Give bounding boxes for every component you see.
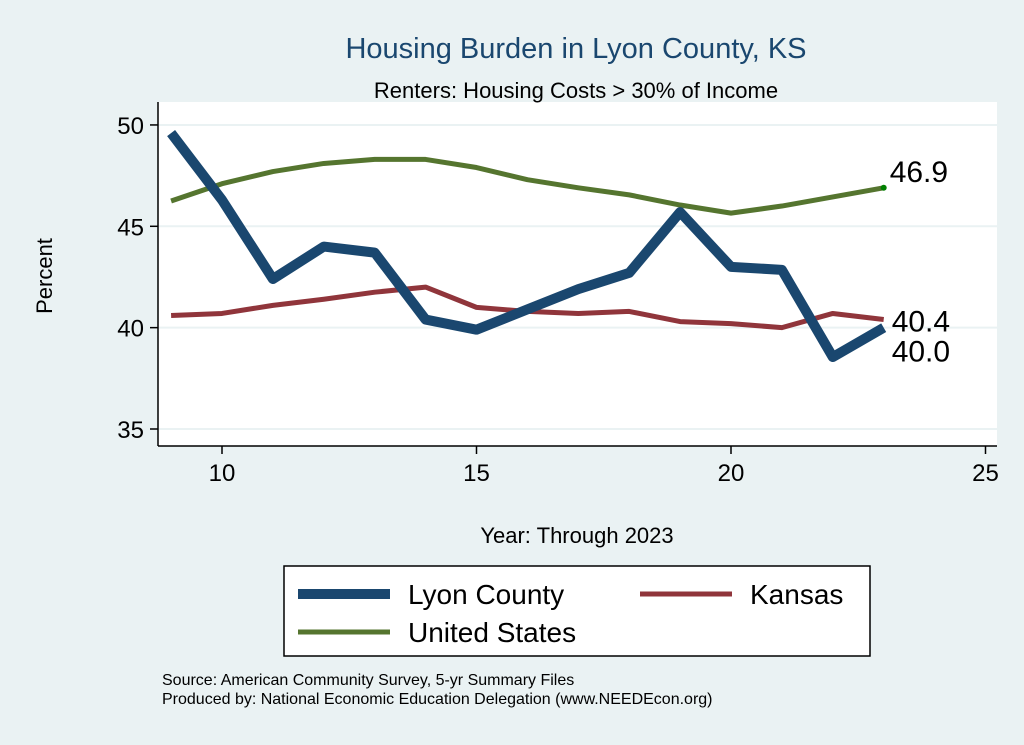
source-note: Source: American Community Survey, 5-yr … [162,672,575,689]
y-tick-label: 45 [117,214,144,241]
series-line-united-states [170,156,885,216]
y-tick-label: 35 [117,417,144,444]
data-label: 40.4 [892,306,950,339]
x-tick-label: 15 [463,460,490,487]
chart-title: Housing Burden in Lyon County, KS [345,33,806,65]
y-tick-label: 40 [117,316,144,343]
y-axis-label: Percent [32,238,57,314]
end-marker [880,184,887,191]
data-label: 40.0 [892,336,950,369]
legend-label: Lyon County [408,579,564,610]
x-tick-label: 10 [209,460,236,487]
x-tick-label: 20 [718,460,745,487]
x-axis-label: Year: Through 2023 [480,523,673,548]
legend: Lyon County Kansas United States [283,565,871,657]
y-tick-label: 50 [117,113,144,140]
legend-label: United States [408,617,576,648]
legend-label: Kansas [750,579,843,610]
x-tick-label: 25 [972,460,999,487]
producer-note: Produced by: National Economic Education… [162,691,713,708]
plot-area [158,102,997,446]
series-line-lyon-county [167,130,887,363]
chart-subtitle: Renters: Housing Costs > 30% of Income [374,78,778,103]
data-label: 46.9 [890,156,948,189]
